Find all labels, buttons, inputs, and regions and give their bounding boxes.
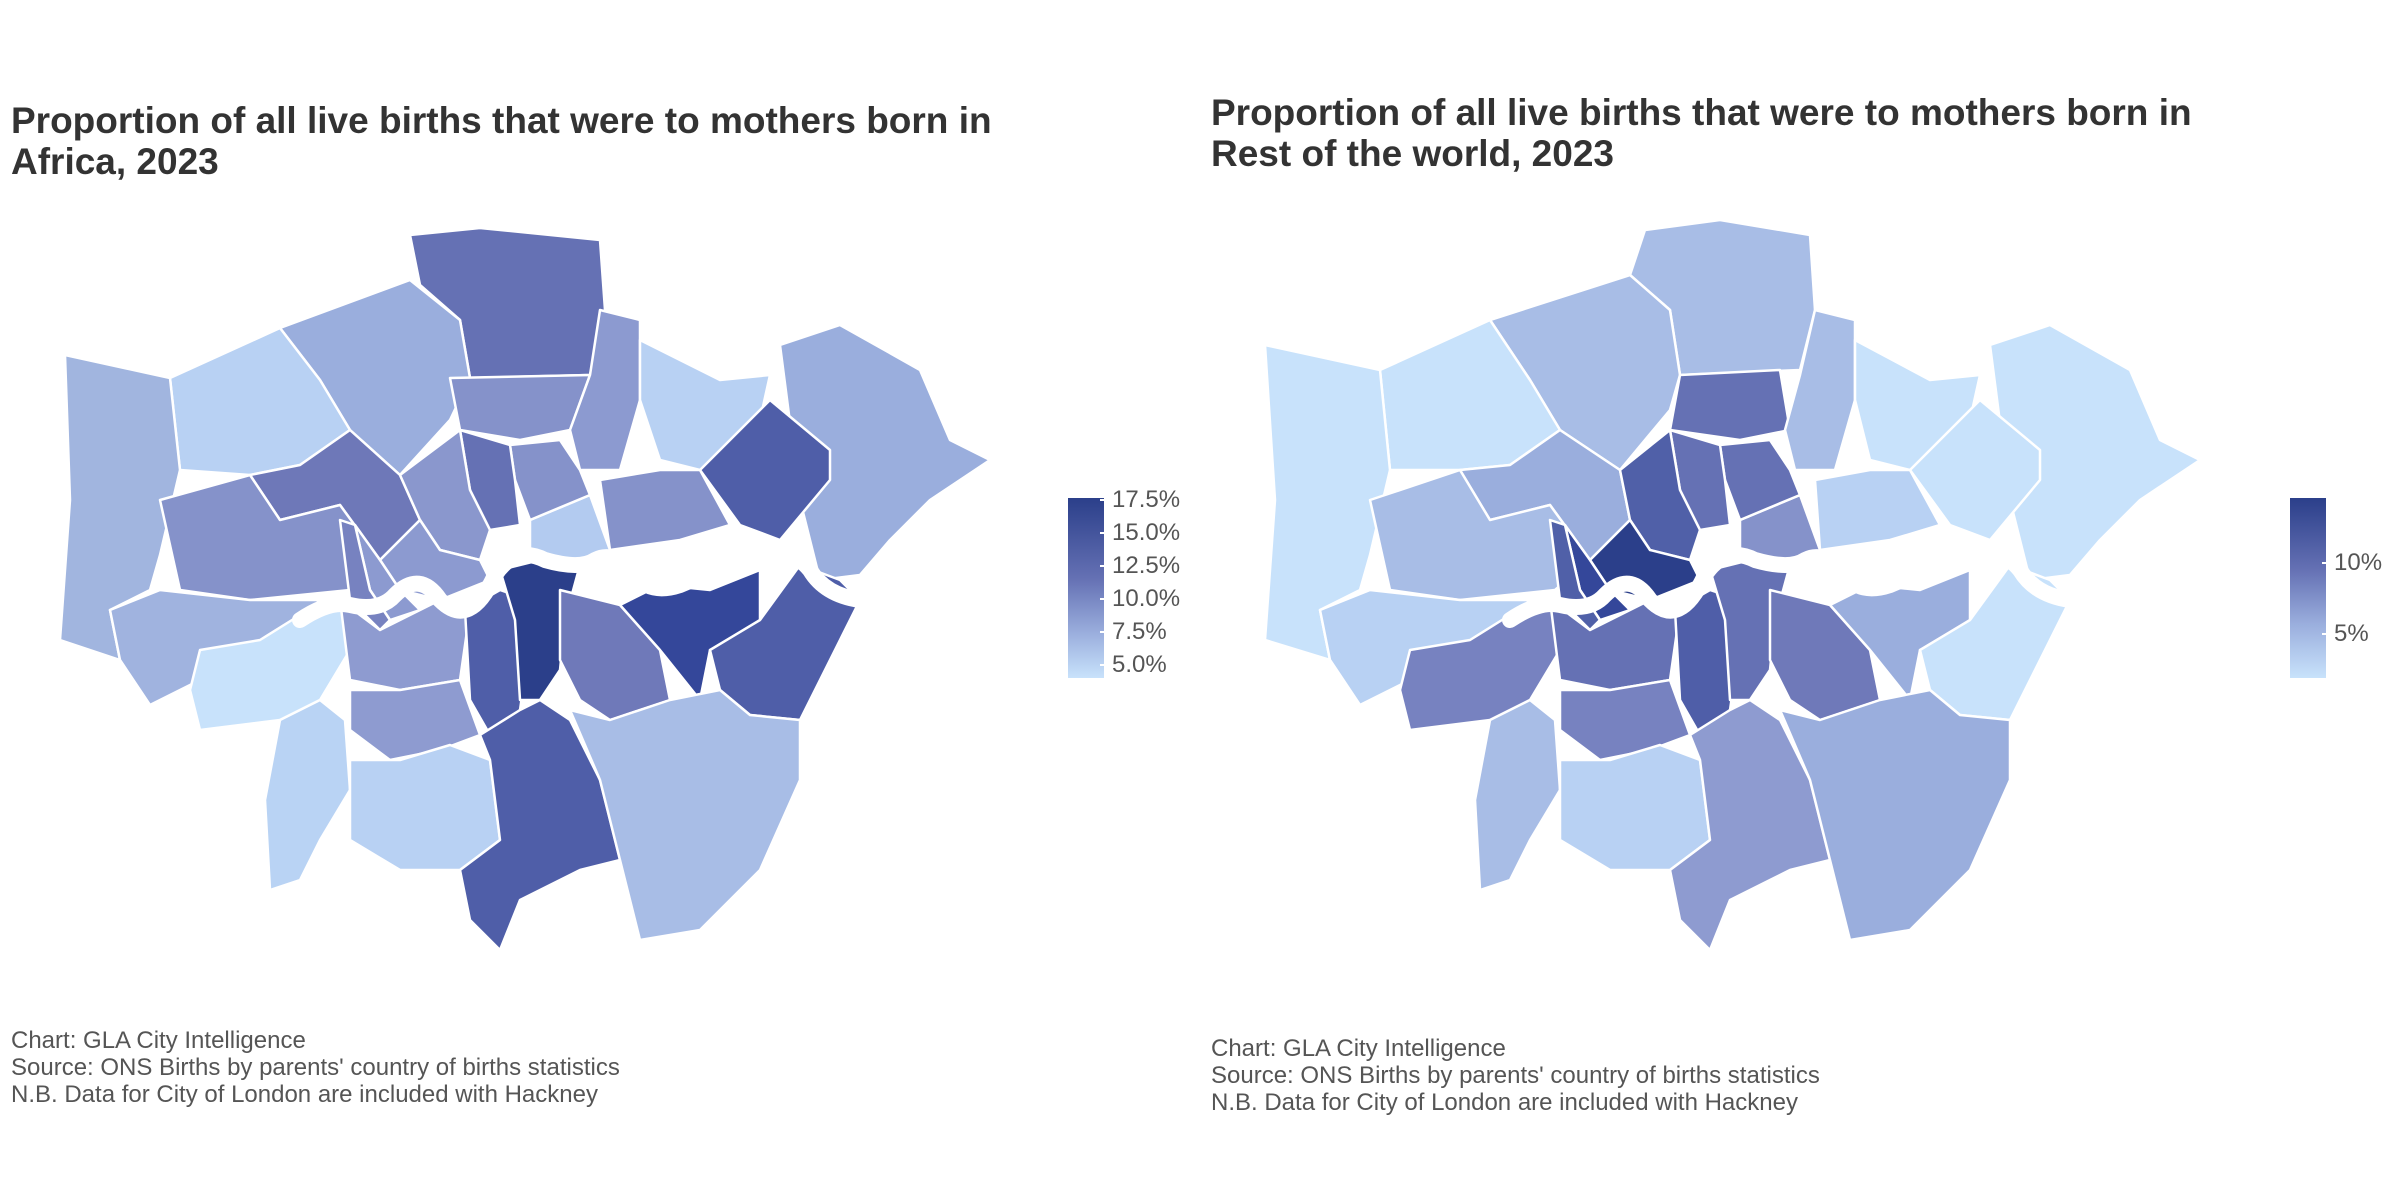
rest-of-world-choropleth-map (1263, 218, 2202, 952)
africa-legend-tick-15: 15.0% (1099, 519, 1181, 546)
borough-wandsworth (1548, 598, 1682, 692)
borough-haringey (448, 373, 592, 442)
rest-of-world-legend-colorbar (2290, 498, 2326, 678)
rest-of-world-caption-chart-credit: Chart: GLA City Intelligence (1211, 1035, 1506, 1062)
borough-croydon (458, 698, 622, 952)
borough-hillingdon (1263, 343, 1392, 662)
africa-title-line1: Proportion of all live births that were … (11, 100, 992, 141)
africa-title-line2: Africa, 2023 (11, 141, 219, 182)
rest-of-world-river-thames (1502, 546, 2078, 628)
borough-merton (1558, 678, 1692, 762)
borough-croydon (1668, 698, 1832, 952)
rest-of-world-caption-source: Source: ONS Births by parents' country o… (1211, 1062, 1820, 1089)
borough-richmond (1398, 598, 1562, 732)
africa-boroughs (58, 226, 992, 952)
africa-legend-tick-12-5: 12.5% (1099, 552, 1181, 579)
africa-choropleth-map (58, 226, 992, 952)
rest-of-world-map-title: Proportion of all live births that were … (1211, 92, 2311, 174)
rest-of-world-caption-note: N.B. Data for City of London are include… (1211, 1089, 1798, 1116)
borough-sutton (348, 743, 502, 872)
borough-haringey (1668, 368, 1792, 442)
africa-caption-note: N.B. Data for City of London are include… (11, 1081, 598, 1108)
borough-wandsworth (338, 598, 472, 692)
borough-kingston (1473, 698, 1562, 892)
africa-river-thames (292, 546, 868, 628)
rest-of-world-legend-tick-5: 5% (2322, 620, 2369, 647)
africa-legend-tick-10: 10.0% (1099, 585, 1181, 612)
rest-of-world-caption: Chart: GLA City Intelligence Source: ONS… (1211, 1035, 1820, 1116)
africa-caption-source: Source: ONS Births by parents' country o… (11, 1054, 620, 1081)
borough-barking-dagenham (698, 398, 832, 542)
borough-bromley (568, 688, 802, 942)
africa-legend-colorbar (1068, 498, 1104, 678)
africa-legend-tick-5: 5.0% (1100, 651, 1167, 678)
borough-richmond (188, 598, 352, 732)
borough-barking-dagenham (1908, 398, 2042, 542)
rest-of-world-map-panel: Proportion of all live births that were … (1200, 0, 2400, 1200)
africa-map-title: Proportion of all live births that were … (11, 100, 1111, 182)
borough-waltham-forest (568, 308, 642, 472)
africa-map-panel: Proportion of all live births that were … (11, 100, 1181, 1108)
borough-bromley (1778, 688, 2012, 942)
borough-sutton (1558, 743, 1712, 872)
rest-of-world-title-line2: Rest of the world, 2023 (1211, 133, 1614, 174)
africa-legend-tick-7-5: 7.5% (1100, 618, 1167, 645)
borough-kingston (263, 698, 352, 892)
rest-of-world-title-line1: Proportion of all live births that were … (1211, 92, 2192, 133)
rest-of-world-boroughs (1263, 218, 2202, 952)
rest-of-world-legend-tick-10: 10% (2321, 549, 2383, 576)
africa-legend-tick-17-5: 17.5% (1099, 486, 1181, 513)
africa-caption: Chart: GLA City Intelligence Source: ONS… (11, 1027, 620, 1108)
borough-waltham-forest (1783, 308, 1857, 472)
borough-hillingdon (58, 353, 182, 662)
borough-havering (778, 323, 992, 582)
borough-havering (1988, 323, 2202, 582)
africa-caption-chart-credit: Chart: GLA City Intelligence (11, 1027, 306, 1054)
borough-merton (348, 678, 482, 762)
